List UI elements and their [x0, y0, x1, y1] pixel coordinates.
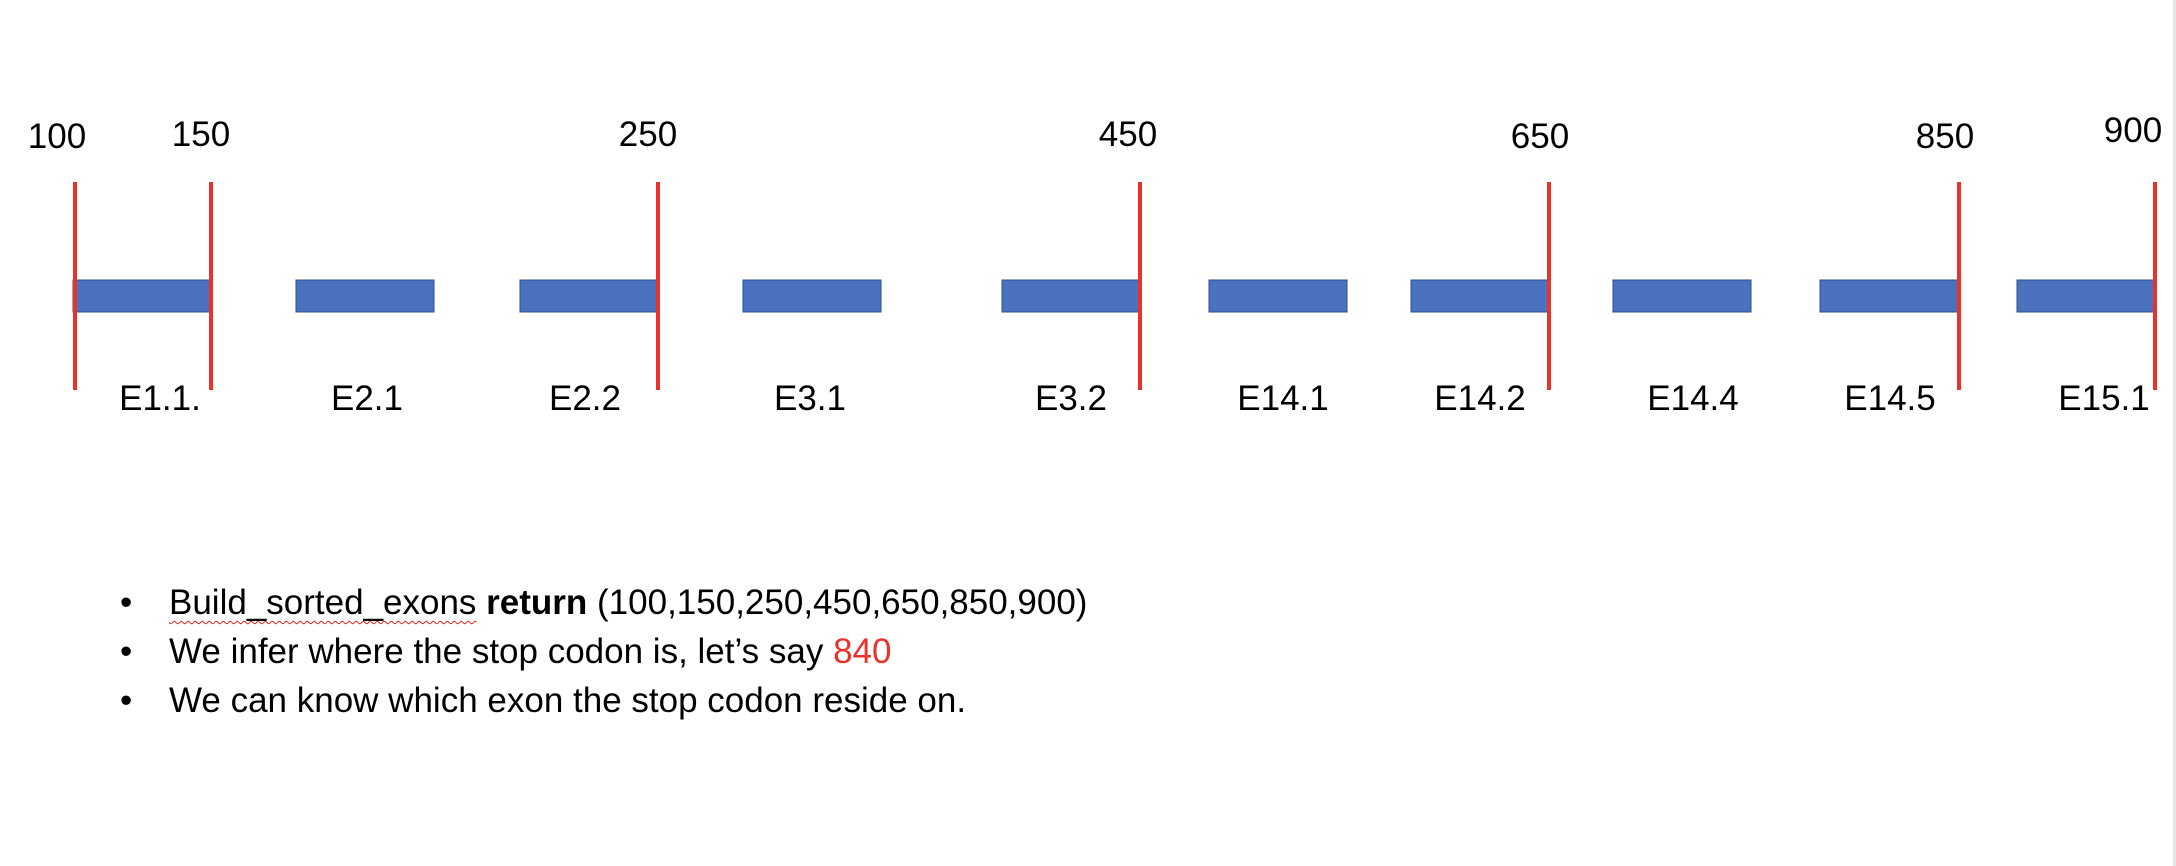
exon-label-e14-4: E14.4 [1647, 379, 1738, 418]
exon-label-e14-1: E14.1 [1237, 379, 1328, 418]
exon-lookup-text: We can know which exon the stop codon re… [169, 681, 967, 720]
bullet-stop-codon-inference: We infer where the stop codon is, let’s … [120, 627, 1087, 676]
exon-label-e3-1: E3.1 [774, 379, 846, 418]
exon-labels: E1.1. E2.1 E2.2 E3.1 E3.2 E14.1 E14.2 E14.4 E14.… [119, 379, 2150, 418]
bullet-build-sorted-exons: Build_sorted_exons return (100,150,250,4… [120, 578, 1087, 627]
exon-label-e14-5: E14.5 [1844, 379, 1935, 418]
exon-box-e14-2 [1410, 279, 1550, 313]
exon-box-e15-1 [2016, 279, 2156, 313]
exon-box-e1-1 [72, 279, 211, 313]
stop-codon-position: 840 [833, 632, 892, 671]
boundary-label-100: 100 [28, 117, 86, 156]
exon-box-e3-1 [742, 279, 882, 313]
slide-edge [2173, 0, 2176, 866]
exon-box-e14-5 [1819, 279, 1959, 313]
exon-box-e14-4 [1612, 279, 1752, 313]
boundary-label-900: 900 [2104, 111, 2162, 150]
exon-box-e2-2 [519, 279, 659, 313]
exon-label-e14-2: E14.2 [1434, 379, 1525, 418]
stop-codon-text: We infer where the stop codon is, let’s … [169, 632, 824, 671]
boundary-labels: 100 150 250 450 650 850 900 [28, 111, 2162, 156]
boundary-label-850: 850 [1916, 117, 1974, 156]
exon-label-e3-2: E3.2 [1035, 379, 1107, 418]
boundary-label-150: 150 [172, 115, 230, 154]
boundary-label-650: 650 [1511, 117, 1569, 156]
exon-label-e2-2: E2.2 [549, 379, 621, 418]
exon-diagram: 100 150 250 450 650 850 900 E1.1. E2.1 E2.2 E3.1 E… [28, 111, 2162, 418]
boundary-label-250: 250 [619, 115, 677, 154]
boundary-lines [73, 182, 2157, 390]
exon-label-e15-1: E15.1 [2058, 379, 2149, 418]
bullet-list: Build_sorted_exons return (100,150,250,4… [120, 578, 1087, 725]
boundary-label-450: 450 [1099, 115, 1157, 154]
exon-boxes [72, 279, 2156, 313]
exon-label-e2-1: E2.1 [331, 379, 403, 418]
return-keyword: return [486, 583, 588, 622]
exon-box-e2-1 [295, 279, 435, 313]
exon-box-e3-2 [1001, 279, 1141, 313]
bullet-exon-lookup: We can know which exon the stop codon re… [120, 676, 1087, 725]
exon-box-e14-1 [1208, 279, 1348, 313]
return-values: (100,150,250,450,650,850,900) [597, 583, 1088, 622]
function-name: Build_sorted_exons [169, 583, 477, 622]
exon-label-e1-1: E1.1. [119, 379, 201, 418]
